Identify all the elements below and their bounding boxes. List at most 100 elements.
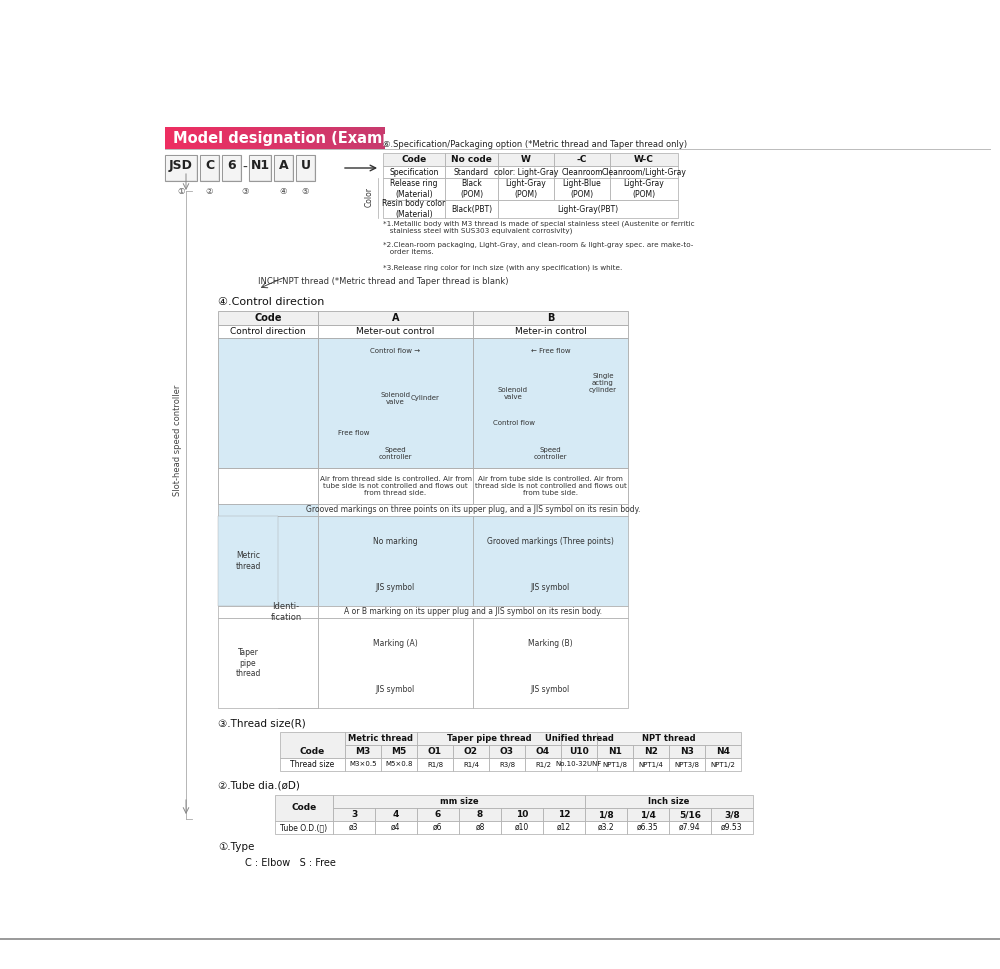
Text: Release ring
(Material): Release ring (Material) — [390, 179, 438, 199]
Bar — [368, 127, 371, 149]
Bar — [275, 795, 333, 821]
Text: W-C: W-C — [634, 155, 654, 164]
Bar — [345, 758, 381, 771]
Text: Speed
controller: Speed controller — [379, 447, 412, 459]
Text: Tube O.D.(㎜): Tube O.D.(㎜) — [280, 823, 328, 832]
Bar — [370, 127, 373, 149]
Bar — [597, 758, 633, 771]
Bar — [167, 127, 169, 149]
Text: Code: Code — [401, 155, 427, 164]
Text: Grooved markings on three points on its upper plug, and a JIS symbol on its resi: Grooved markings on three points on its … — [306, 506, 640, 515]
Text: 10: 10 — [516, 810, 528, 819]
Bar — [383, 200, 445, 218]
Bar — [473, 325, 628, 338]
Bar — [380, 127, 382, 149]
Bar — [278, 516, 318, 708]
Text: Resin body color
(Material): Resin body color (Material) — [382, 200, 446, 219]
Text: Meter-out control: Meter-out control — [356, 327, 435, 336]
Bar — [226, 127, 228, 149]
Bar — [345, 127, 347, 149]
Bar — [299, 127, 301, 149]
Text: O1: O1 — [428, 747, 442, 756]
Bar — [205, 127, 208, 149]
Bar — [333, 795, 585, 808]
Bar — [375, 808, 417, 821]
Text: *2.Clean-room packaging, Light-Gray, and clean-room & light-gray spec. are make-: *2.Clean-room packaging, Light-Gray, and… — [383, 242, 693, 255]
Bar — [224, 127, 226, 149]
Bar — [209, 127, 211, 149]
Text: Marking (B): Marking (B) — [528, 639, 573, 647]
Bar — [180, 127, 182, 149]
Bar — [284, 127, 286, 149]
Bar — [174, 127, 176, 149]
Bar — [253, 127, 255, 149]
Text: Unified thread: Unified thread — [545, 734, 613, 743]
Bar — [288, 127, 290, 149]
Bar — [330, 127, 332, 149]
Bar — [554, 178, 610, 200]
Text: ø8: ø8 — [475, 823, 485, 832]
Bar — [202, 127, 204, 149]
Bar — [302, 127, 305, 149]
Bar — [498, 178, 554, 200]
Bar — [356, 127, 358, 149]
Bar — [324, 127, 327, 149]
Bar — [334, 127, 336, 149]
Text: 4: 4 — [393, 810, 399, 819]
Bar — [489, 745, 525, 758]
Text: U10: U10 — [569, 747, 589, 756]
Bar — [473, 618, 628, 708]
Text: Light-Gray
(POM): Light-Gray (POM) — [506, 179, 546, 199]
Bar — [242, 127, 244, 149]
Bar — [383, 153, 445, 166]
Text: NPT1/8: NPT1/8 — [602, 762, 628, 767]
Bar — [354, 127, 356, 149]
Bar — [229, 127, 232, 149]
Bar — [257, 127, 259, 149]
Text: ø3.2: ø3.2 — [598, 823, 614, 832]
Text: ← Free flow: ← Free flow — [531, 348, 570, 354]
Text: R1/8: R1/8 — [427, 762, 443, 767]
Bar — [222, 155, 241, 181]
Bar — [459, 821, 501, 834]
Bar — [216, 127, 219, 149]
Text: Air from tube side is controlled. Air from
thread side is not controlled and flo: Air from tube side is controlled. Air fr… — [475, 476, 626, 496]
Bar — [610, 153, 678, 166]
Bar — [178, 127, 180, 149]
Bar — [383, 166, 445, 178]
Text: *1.Metallic body with M3 thread is made of special stainless steel (Austenite or: *1.Metallic body with M3 thread is made … — [383, 220, 695, 234]
Bar — [296, 155, 315, 181]
Text: NPT thread: NPT thread — [642, 734, 696, 743]
Bar — [610, 178, 678, 200]
Text: Code: Code — [291, 803, 317, 812]
Text: No code: No code — [451, 155, 492, 164]
Bar — [321, 127, 323, 149]
Bar — [445, 200, 498, 218]
Bar — [218, 325, 318, 338]
Text: ④: ④ — [280, 187, 287, 196]
Text: W: W — [521, 155, 531, 164]
Text: 8: 8 — [477, 810, 483, 819]
Bar — [172, 127, 175, 149]
Bar — [318, 338, 473, 468]
Bar — [711, 808, 753, 821]
Bar — [352, 127, 354, 149]
Bar — [255, 127, 257, 149]
Bar — [561, 732, 597, 745]
Bar — [235, 127, 237, 149]
Text: Marking (A): Marking (A) — [373, 639, 418, 647]
Text: ø9.53: ø9.53 — [721, 823, 743, 832]
Bar — [271, 127, 274, 149]
Text: Single
acting
cylinder: Single acting cylinder — [589, 373, 617, 393]
Bar — [372, 127, 374, 149]
Bar — [192, 127, 195, 149]
Bar — [445, 153, 498, 166]
Text: 1/4: 1/4 — [640, 810, 656, 819]
Bar — [473, 338, 628, 468]
Text: Inch size: Inch size — [648, 797, 690, 806]
Bar — [233, 127, 235, 149]
Text: ø3: ø3 — [349, 823, 359, 832]
Bar — [218, 516, 278, 606]
Text: No.10-32UNF: No.10-32UNF — [556, 762, 602, 767]
Text: JIS symbol: JIS symbol — [376, 583, 415, 592]
